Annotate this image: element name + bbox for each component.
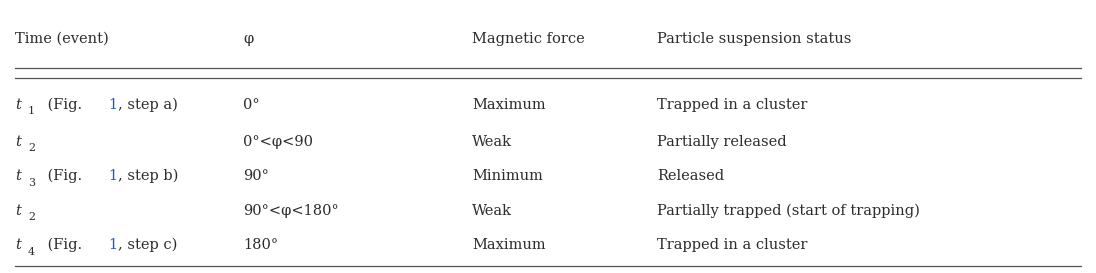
Text: t: t (15, 169, 21, 183)
Text: Partially released: Partially released (657, 135, 787, 149)
Text: Weak: Weak (472, 135, 512, 149)
Text: Maximum: Maximum (472, 238, 546, 252)
Text: t: t (15, 98, 21, 112)
Text: Partially trapped (start of trapping): Partially trapped (start of trapping) (657, 203, 920, 218)
Text: t: t (15, 238, 21, 252)
Text: Minimum: Minimum (472, 169, 543, 183)
Text: t: t (15, 135, 21, 149)
Text: Particle suspension status: Particle suspension status (657, 32, 852, 46)
Text: (Fig.: (Fig. (44, 97, 92, 112)
Text: φ: φ (243, 32, 253, 46)
Text: 90°<φ<180°: 90°<φ<180° (243, 204, 339, 218)
Text: (Fig.: (Fig. (44, 238, 92, 252)
Text: 1: 1 (109, 238, 117, 252)
Text: 2: 2 (28, 143, 35, 153)
Text: Released: Released (657, 169, 723, 183)
Text: Time (event): Time (event) (15, 32, 109, 46)
Text: Trapped in a cluster: Trapped in a cluster (657, 98, 807, 112)
Text: 0°: 0° (243, 98, 260, 112)
Text: , step a): , step a) (118, 97, 179, 112)
Text: 0°<φ<90: 0°<φ<90 (243, 135, 313, 149)
Text: 1: 1 (109, 169, 117, 183)
Text: 2: 2 (28, 212, 35, 222)
Text: Weak: Weak (472, 204, 512, 218)
Text: 1: 1 (28, 106, 35, 116)
Text: , step c): , step c) (118, 238, 178, 252)
Text: Trapped in a cluster: Trapped in a cluster (657, 238, 807, 252)
Text: 3: 3 (28, 178, 35, 188)
Text: 90°: 90° (243, 169, 270, 183)
Text: 4: 4 (28, 247, 35, 257)
Text: Magnetic force: Magnetic force (472, 32, 584, 46)
Text: , step b): , step b) (118, 169, 179, 183)
Text: 1: 1 (109, 98, 117, 112)
Text: Maximum: Maximum (472, 98, 546, 112)
Text: 180°: 180° (243, 238, 278, 252)
Text: (Fig.: (Fig. (44, 169, 92, 183)
Text: t: t (15, 204, 21, 218)
